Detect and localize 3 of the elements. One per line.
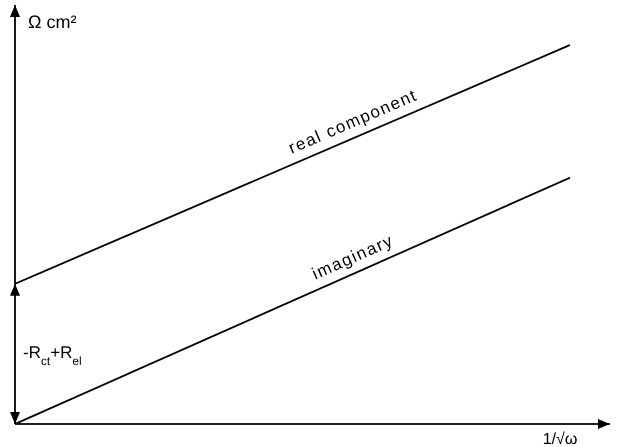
annotation: -R$_{ct}$+R$_{el}$: [23, 342, 82, 368]
x-axis-title: 1/√ω: [542, 431, 578, 447]
y-axis-title: Ω cm²: [28, 12, 76, 32]
